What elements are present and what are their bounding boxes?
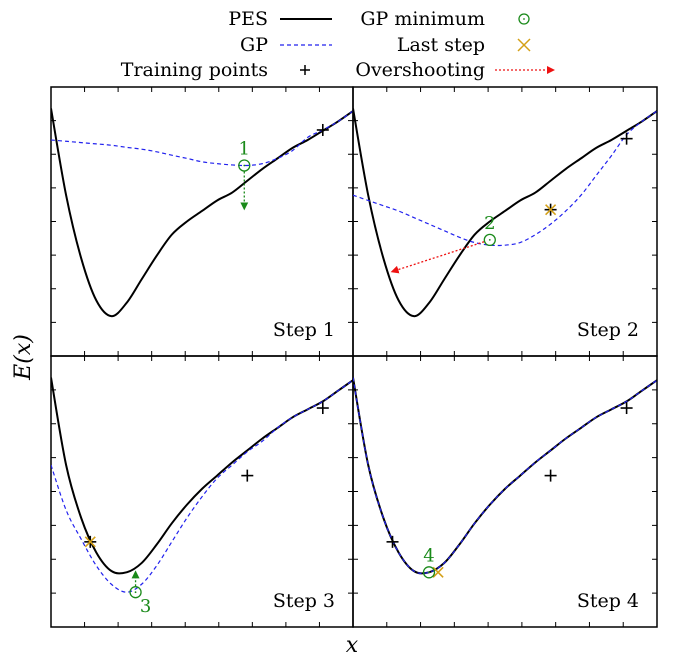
legend-label-training: Training points (121, 59, 268, 81)
last-step-marker (84, 536, 96, 548)
gp-minimum-label: 1 (239, 138, 250, 159)
overshoot-arrow (390, 241, 485, 274)
panel-ticks (353, 356, 657, 627)
legend-label-overshoot: Overshooting (355, 59, 485, 81)
legend-label-gp: GP (240, 34, 268, 56)
last-step-marker (432, 566, 444, 578)
gp-minimum-marker (238, 159, 251, 172)
y-axis-label-text: E(x) (11, 334, 36, 381)
series-gp (353, 377, 657, 575)
panel-title: Step 2 (577, 319, 639, 341)
gp-minimum-marker (483, 233, 496, 247)
training-point (316, 123, 329, 136)
gp-minimum-label: 3 (140, 596, 151, 617)
plot-area (353, 108, 657, 318)
legend-label-gpmin: GP minimum (360, 8, 485, 30)
training-point (544, 469, 557, 482)
plot-area (51, 377, 353, 593)
panel-ticks (51, 356, 353, 627)
panel-ticks (51, 87, 353, 356)
panel-title: Step 3 (273, 590, 335, 612)
legend-marker-training (300, 65, 310, 75)
panel-title: Step 4 (577, 590, 639, 612)
series-pes (51, 108, 353, 318)
y-axis-label: E(x) (11, 334, 36, 381)
legend-marker-laststep (517, 38, 531, 52)
series-pes (353, 377, 657, 575)
gp-minimum-label: 4 (423, 545, 434, 566)
panel-frame (352, 86, 658, 357)
x-axis-label: x (346, 633, 359, 658)
gp-minimum-marker (129, 586, 142, 599)
training-point (620, 402, 633, 415)
plot-area (353, 377, 657, 575)
panel-step-2: 2 Step 2 (352, 86, 658, 357)
training-point (386, 535, 399, 548)
panel-frame (50, 355, 354, 628)
series-pes (353, 108, 657, 318)
training-point (620, 132, 633, 145)
gp-minimum-label: 2 (484, 213, 495, 234)
training-point (316, 402, 329, 415)
series-pes (51, 377, 353, 575)
panel-step-4: 4 Step 4 (352, 355, 658, 628)
panel-frame (50, 86, 354, 357)
panel-frame (352, 355, 658, 628)
legend: PES GP Training points GP minimum Last s… (121, 8, 555, 81)
last-step-marker (545, 204, 557, 216)
panel-title: Step 1 (273, 319, 335, 341)
panel-step-1: 1 Step 1 (50, 86, 354, 357)
training-point (241, 469, 254, 482)
plot-area (51, 108, 353, 318)
series-gp (51, 110, 353, 167)
legend-label-laststep: Last step (397, 34, 485, 56)
legend-label-pes: PES (228, 8, 268, 30)
panel-ticks (353, 87, 657, 356)
panels: 1 Step 1 2 Step 2 3 Step 3 4 Step 4 (50, 86, 658, 628)
legend-marker-gpmin (518, 13, 530, 25)
series-gp (51, 379, 353, 593)
series-gp (353, 110, 657, 247)
gp-minimum-marker (422, 566, 436, 579)
panel-step-3: 3 Step 3 (50, 355, 354, 628)
